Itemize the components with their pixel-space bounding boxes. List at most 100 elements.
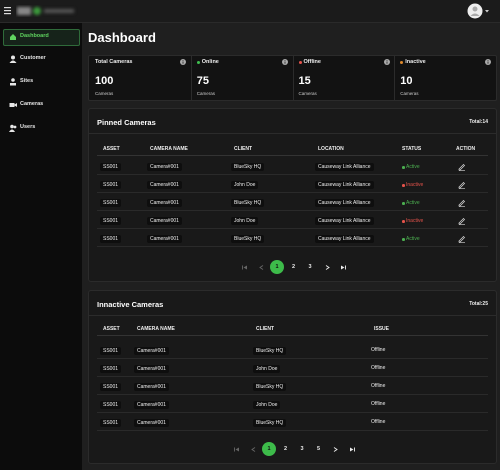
table-cell: Camera#001 bbox=[147, 199, 182, 207]
nav-item[interactable]: Dashboard bbox=[20, 33, 49, 39]
panel-total: Total:25 bbox=[469, 301, 488, 307]
edit-button[interactable] bbox=[458, 163, 466, 171]
pagination-first[interactable] bbox=[233, 446, 240, 453]
column-header: STATUS bbox=[402, 146, 422, 152]
stat-unit: Cameras bbox=[196, 91, 216, 96]
status-dot bbox=[402, 238, 405, 241]
table-cell: Camera#001 bbox=[134, 365, 169, 373]
status-text: Active bbox=[406, 164, 420, 170]
status-dot bbox=[196, 61, 200, 64]
nav-item[interactable]: Cameras bbox=[20, 101, 44, 107]
table-cell: BlueSky HQ bbox=[253, 347, 287, 355]
table-cell: SS001 bbox=[100, 347, 122, 355]
table-cell: John Doe bbox=[231, 217, 259, 225]
table-cell: SS001 bbox=[100, 199, 122, 207]
page-button[interactable]: 5 bbox=[316, 446, 321, 452]
row-divider bbox=[97, 412, 488, 413]
column-header: ASSET bbox=[103, 326, 120, 332]
stat-divider bbox=[292, 56, 294, 100]
active-item-highlight bbox=[3, 29, 80, 46]
row-divider bbox=[97, 228, 488, 229]
user-avatar[interactable] bbox=[467, 3, 497, 19]
pagination-next[interactable] bbox=[332, 446, 339, 453]
stat-unit: Cameras bbox=[298, 91, 317, 96]
edit-button[interactable] bbox=[458, 199, 466, 207]
table-cell: Causeway Link Alliance bbox=[315, 163, 374, 171]
table-cell: Camera#001 bbox=[147, 235, 182, 243]
edit-button[interactable] bbox=[458, 235, 466, 243]
table-cell: Offline bbox=[371, 419, 386, 425]
pagination-first[interactable] bbox=[241, 264, 248, 271]
row-divider bbox=[97, 394, 488, 395]
column-header: ASSET bbox=[103, 146, 120, 152]
column-header: ISSUE bbox=[374, 326, 390, 332]
row-divider bbox=[97, 192, 488, 193]
table-cell: Camera#001 bbox=[134, 383, 169, 391]
panel-title: Innactive Cameras bbox=[97, 300, 164, 309]
table-cell: SS001 bbox=[100, 217, 122, 225]
stat-divider bbox=[190, 56, 192, 100]
stat-value: 100 bbox=[95, 75, 114, 87]
table-cell: John Doe bbox=[253, 365, 281, 373]
column-header: CLIENT bbox=[256, 326, 275, 332]
header-divider bbox=[97, 155, 488, 156]
table-cell: Camera#001 bbox=[147, 163, 182, 171]
status-dot bbox=[402, 202, 405, 205]
stat-label: Online bbox=[201, 59, 219, 65]
table-cell: BlueSky HQ bbox=[231, 163, 265, 171]
stats-row: Total Cameras 100 Cameras Online 75 Cameras Of… bbox=[88, 55, 497, 101]
column-header: ACTION bbox=[456, 146, 476, 152]
stat-label: Inactive bbox=[405, 59, 426, 65]
table-cell: Camera#001 bbox=[147, 181, 182, 189]
nav-icon bbox=[9, 55, 17, 63]
page-button[interactable]: 2 bbox=[291, 264, 296, 270]
table-cell: SS001 bbox=[100, 383, 122, 391]
pagination-last[interactable] bbox=[349, 446, 356, 453]
pagination-next[interactable] bbox=[324, 264, 331, 271]
status-dot bbox=[402, 184, 405, 187]
stat-label: Total Cameras bbox=[95, 59, 133, 65]
column-header: CAMERA NAME bbox=[150, 146, 188, 152]
status-dot bbox=[298, 61, 302, 64]
pinned-panel: Pinned Cameras Total:14 ASSET CAMERA NAME CL… bbox=[88, 108, 497, 282]
table-cell: Causeway Link Alliance bbox=[315, 217, 374, 225]
table-cell: Camera#001 bbox=[134, 419, 169, 427]
nav-item[interactable]: Users bbox=[20, 124, 36, 130]
table-cell: John Doe bbox=[253, 401, 281, 409]
nav-item[interactable]: Sites bbox=[20, 78, 34, 84]
row-divider bbox=[97, 210, 488, 211]
row-divider bbox=[97, 430, 488, 431]
status-dot bbox=[400, 61, 404, 64]
page-button[interactable]: 3 bbox=[308, 264, 312, 270]
table-cell: John Doe bbox=[231, 181, 259, 189]
stat-value: 10 bbox=[400, 75, 413, 87]
page-button[interactable]: 3 bbox=[300, 446, 304, 452]
header-divider bbox=[97, 335, 488, 336]
pagination-last[interactable] bbox=[340, 264, 347, 271]
table-cell: Offline bbox=[371, 347, 386, 353]
panel-total: Total:14 bbox=[469, 119, 488, 125]
status-text: Inactive bbox=[406, 218, 424, 224]
table-cell: Offline bbox=[371, 365, 386, 371]
page-button[interactable]: 1 bbox=[270, 260, 284, 274]
column-header: CAMERA NAME bbox=[137, 326, 175, 332]
table-cell: SS001 bbox=[100, 401, 122, 409]
nav-icon bbox=[9, 101, 17, 109]
page-button[interactable]: 2 bbox=[283, 446, 288, 452]
nav-item[interactable]: Customer bbox=[20, 55, 46, 61]
pagination-prev[interactable] bbox=[250, 446, 257, 453]
info-icon bbox=[383, 59, 390, 65]
column-header: LOCATION bbox=[318, 146, 344, 152]
stat-value: 75 bbox=[196, 75, 209, 87]
row-divider bbox=[97, 174, 488, 175]
edit-button[interactable] bbox=[458, 217, 466, 225]
sidebar: Dashboard Customer Sites Cameras Users bbox=[0, 23, 82, 470]
edit-button[interactable] bbox=[458, 181, 466, 189]
pagination-prev[interactable] bbox=[258, 264, 265, 271]
page-title: Dashboard bbox=[88, 30, 156, 45]
panel-divider bbox=[89, 133, 496, 134]
page-button[interactable]: 1 bbox=[262, 442, 276, 456]
info-icon bbox=[281, 59, 288, 65]
menu-icon[interactable] bbox=[4, 7, 12, 15]
